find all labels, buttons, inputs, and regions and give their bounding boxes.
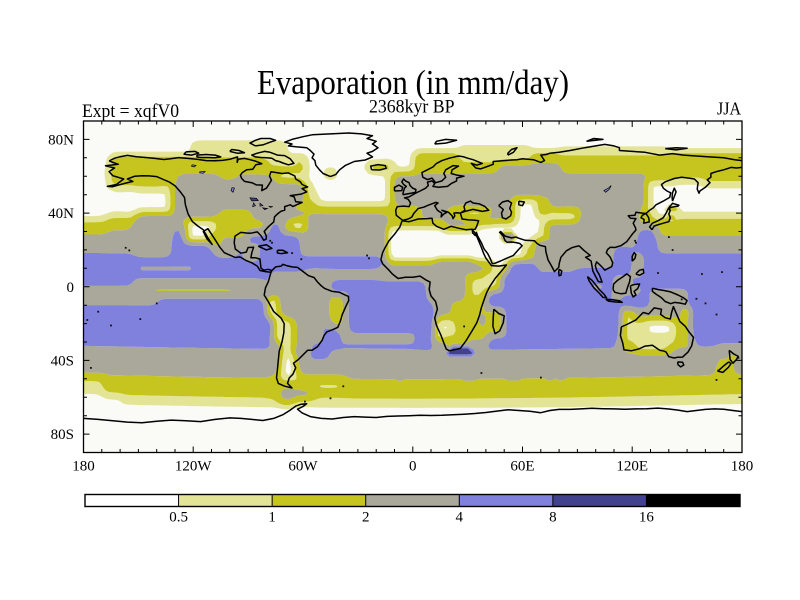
- svg-text:Evaporation (in mm/day): Evaporation (in mm/day): [257, 63, 569, 102]
- svg-text:40N: 40N: [48, 206, 74, 222]
- svg-text:1: 1: [268, 510, 276, 526]
- svg-text:Expt = xqfV0: Expt = xqfV0: [82, 101, 179, 122]
- svg-text:0.5: 0.5: [169, 510, 188, 526]
- svg-text:0: 0: [67, 280, 75, 296]
- svg-text:60W: 60W: [288, 459, 318, 475]
- svg-text:0: 0: [409, 459, 417, 475]
- svg-text:60E: 60E: [510, 459, 534, 475]
- svg-text:180: 180: [72, 459, 95, 475]
- svg-text:120W: 120W: [175, 459, 213, 475]
- svg-text:180: 180: [731, 459, 754, 475]
- svg-text:2368kyr BP: 2368kyr BP: [369, 98, 455, 118]
- svg-text:80N: 80N: [48, 132, 74, 148]
- svg-text:80S: 80S: [51, 427, 74, 443]
- svg-text:8: 8: [549, 510, 557, 526]
- svg-text:2: 2: [362, 510, 370, 526]
- svg-text:120E: 120E: [616, 459, 648, 475]
- svg-text:16: 16: [639, 510, 655, 526]
- svg-text:4: 4: [456, 510, 464, 526]
- svg-text:JJA: JJA: [717, 99, 741, 119]
- svg-text:40S: 40S: [51, 353, 74, 369]
